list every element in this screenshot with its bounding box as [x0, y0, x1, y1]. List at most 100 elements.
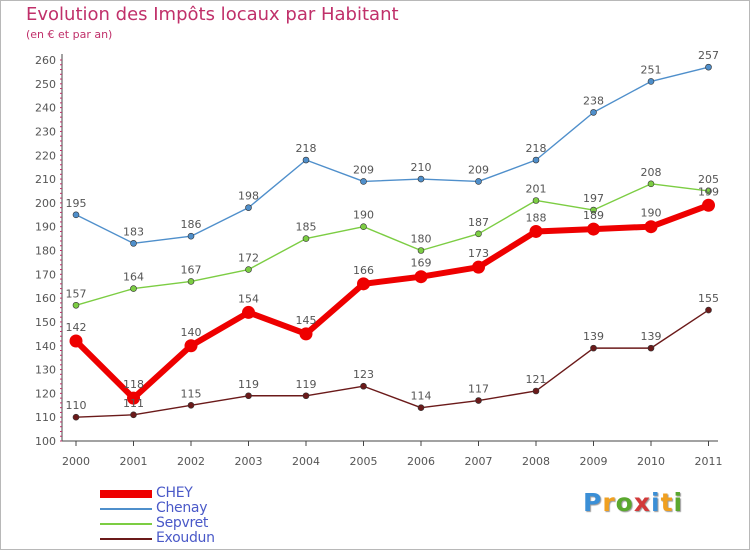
data-label: 121	[526, 373, 547, 386]
logo-letter: P	[583, 488, 603, 517]
data-label: 205	[698, 173, 719, 186]
data-point	[417, 247, 425, 254]
series-line-exoudun	[75, 309, 710, 418]
data-label: 209	[468, 163, 489, 176]
data-label: 164	[123, 271, 144, 284]
x-tick-label: 2006	[407, 455, 435, 468]
legend-swatch	[100, 523, 152, 525]
data-point	[532, 387, 540, 395]
data-label: 209	[353, 163, 374, 176]
x-tick-label: 2007	[465, 455, 493, 468]
x-tick-label: 2011	[695, 455, 723, 468]
legend-label: Exoudun	[156, 530, 215, 546]
data-label: 123	[353, 368, 374, 381]
y-tick-label: 150	[35, 316, 56, 329]
data-label: 139	[583, 330, 604, 343]
data-label: 201	[526, 182, 547, 195]
logo-letter: o	[615, 488, 634, 517]
data-labels: 195 183 186 198 218 209 210 209 218 238 251 257 157 1…	[66, 49, 720, 412]
data-point	[242, 305, 255, 319]
data-label: 180	[411, 233, 432, 246]
data-label: 238	[583, 94, 604, 107]
data-label: 110	[66, 399, 87, 412]
data-point	[702, 198, 715, 212]
x-tick-label: 2002	[177, 455, 205, 468]
logo-letter: x	[633, 488, 651, 517]
data-point	[360, 178, 367, 185]
data-point	[590, 344, 597, 352]
data-label: 169	[411, 257, 432, 270]
data-label: 119	[238, 378, 259, 391]
data-label: 198	[238, 190, 259, 203]
data-label: 118	[123, 378, 144, 391]
chart-subtitle: (en € et par an)	[26, 28, 113, 41]
y-tick-label: 120	[35, 387, 56, 400]
data-label: 167	[181, 263, 202, 276]
proxiti-logo: Proxiti	[583, 488, 683, 517]
data-label: 166	[353, 264, 374, 277]
data-label: 119	[296, 378, 317, 391]
data-point	[360, 223, 367, 230]
x-tick-label: 2000	[62, 455, 90, 468]
data-point	[529, 224, 543, 238]
data-point	[302, 392, 310, 400]
data-point	[127, 391, 140, 405]
data-label: 188	[526, 211, 547, 224]
data-point	[302, 156, 310, 164]
data-point	[187, 232, 195, 240]
x-tick-label: 2008	[522, 455, 550, 468]
legend-label: Chenay	[156, 500, 208, 516]
data-point	[475, 230, 482, 238]
data-label: 117	[468, 383, 489, 396]
y-tick-label: 190	[35, 221, 56, 234]
data-point	[647, 78, 655, 85]
data-point	[705, 63, 712, 71]
data-point	[587, 222, 600, 236]
data-point	[299, 327, 313, 341]
y-tick-label: 130	[35, 364, 56, 377]
logo-letter: t	[660, 488, 674, 517]
data-point	[472, 260, 485, 274]
legend-label: Sepvret	[156, 515, 209, 531]
y-tick-label: 100	[35, 435, 56, 448]
data-point	[417, 175, 425, 183]
data-point	[130, 285, 137, 292]
data-label: 172	[238, 252, 259, 265]
data-point	[130, 240, 137, 247]
data-label: 155	[698, 292, 719, 305]
data-label: 111	[123, 397, 144, 410]
logo-letter: i	[651, 488, 661, 517]
data-label: 189	[583, 209, 604, 222]
data-point	[302, 235, 310, 242]
legend-swatch	[100, 508, 152, 510]
y-tick-label: 200	[35, 197, 56, 210]
logo-letter: r	[602, 488, 616, 517]
chart-title: Evolution des Impôts locaux par Habitant	[26, 4, 399, 25]
y-tick-label: 180	[35, 245, 56, 258]
data-label: 218	[296, 142, 317, 155]
data-point	[130, 411, 137, 419]
series-line-chenay	[75, 66, 710, 245]
data-point	[532, 197, 540, 204]
data-label: 115	[181, 387, 202, 400]
data-label: 183	[123, 225, 144, 238]
data-label: 195	[66, 197, 87, 210]
data-label: 186	[181, 218, 202, 231]
data-point	[187, 278, 195, 285]
data-point	[72, 413, 80, 421]
data-point	[644, 220, 658, 234]
data-label: 145	[296, 314, 317, 327]
data-point	[72, 211, 80, 219]
data-label: 208	[641, 166, 662, 179]
data-point	[360, 382, 367, 390]
data-label: 114	[411, 390, 432, 403]
data-point	[357, 277, 370, 291]
chart-axes: 100 110 120 130 140 150 160 170 180 190 200 210 220 2…	[35, 54, 723, 468]
y-tick-label: 110	[35, 411, 56, 424]
data-point	[705, 187, 712, 195]
data-point	[647, 344, 655, 352]
data-point	[414, 270, 428, 284]
data-point	[184, 339, 198, 353]
